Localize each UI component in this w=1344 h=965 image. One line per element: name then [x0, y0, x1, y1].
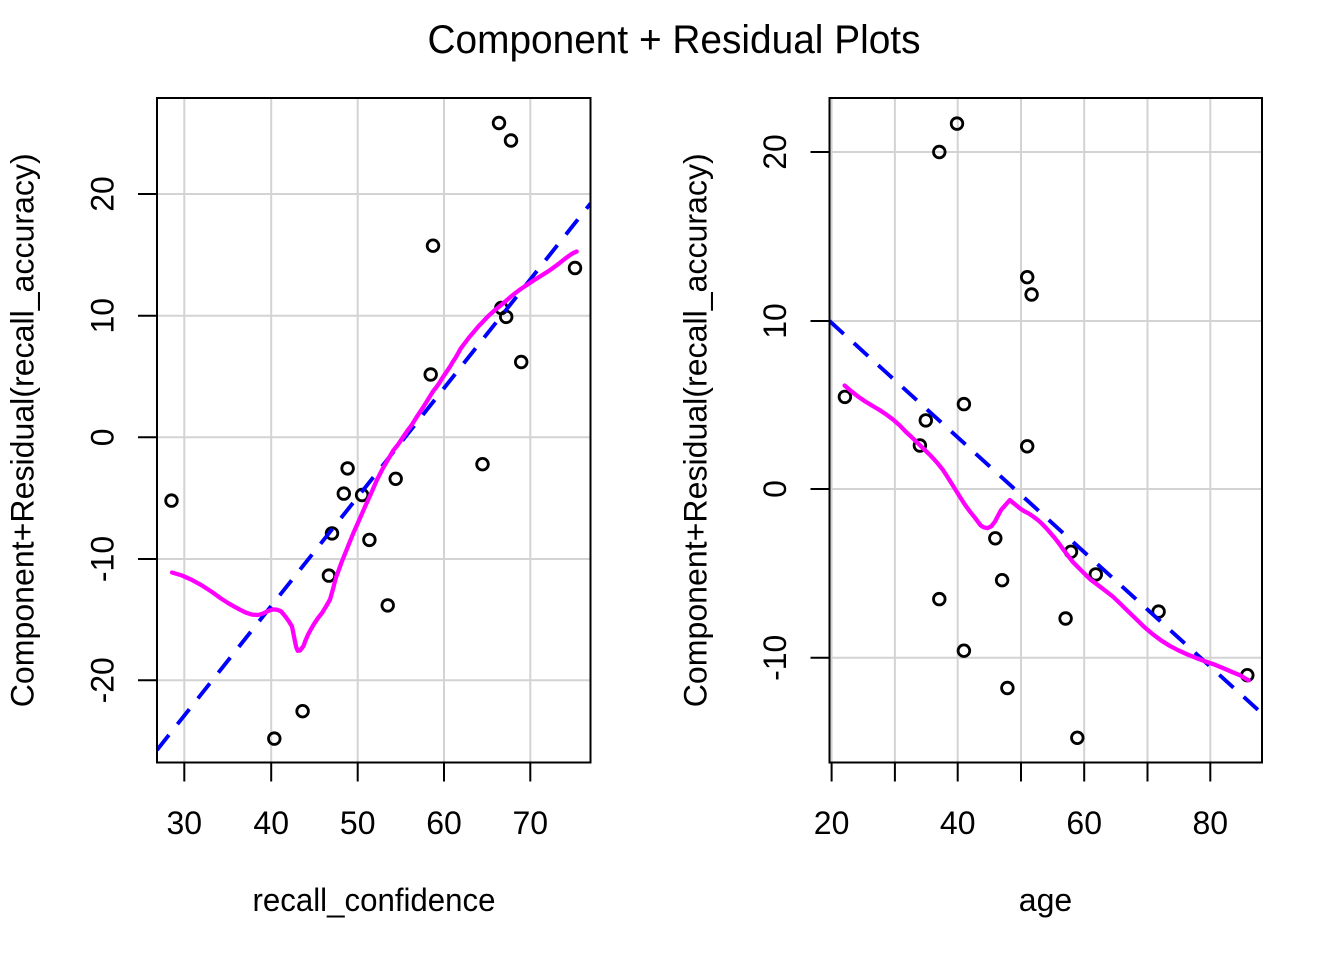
- svg-text:80: 80: [1193, 805, 1229, 841]
- svg-text:40: 40: [940, 805, 976, 841]
- svg-text:40: 40: [253, 805, 289, 841]
- svg-text:Component+Residual(recall_accu: Component+Residual(recall_accuracy): [678, 153, 714, 707]
- svg-text:age: age: [1019, 882, 1072, 918]
- svg-text:-20: -20: [85, 657, 121, 703]
- svg-text:-10: -10: [757, 635, 793, 681]
- svg-text:20: 20: [814, 805, 850, 841]
- svg-text:Component+Residual(recall_accu: Component+Residual(recall_accuracy): [5, 153, 41, 707]
- svg-text:30: 30: [167, 805, 203, 841]
- svg-text:10: 10: [85, 298, 121, 334]
- svg-text:20: 20: [757, 134, 793, 170]
- svg-text:70: 70: [513, 805, 549, 841]
- svg-text:60: 60: [426, 805, 462, 841]
- svg-text:20: 20: [85, 176, 121, 212]
- svg-text:recall_confidence: recall_confidence: [253, 882, 496, 918]
- svg-text:0: 0: [757, 480, 793, 498]
- svg-text:10: 10: [757, 303, 793, 339]
- svg-text:Component + Residual Plots: Component + Residual Plots: [428, 18, 921, 62]
- svg-text:50: 50: [340, 805, 376, 841]
- svg-text:-10: -10: [85, 536, 121, 582]
- svg-text:0: 0: [85, 428, 121, 446]
- svg-text:60: 60: [1066, 805, 1102, 841]
